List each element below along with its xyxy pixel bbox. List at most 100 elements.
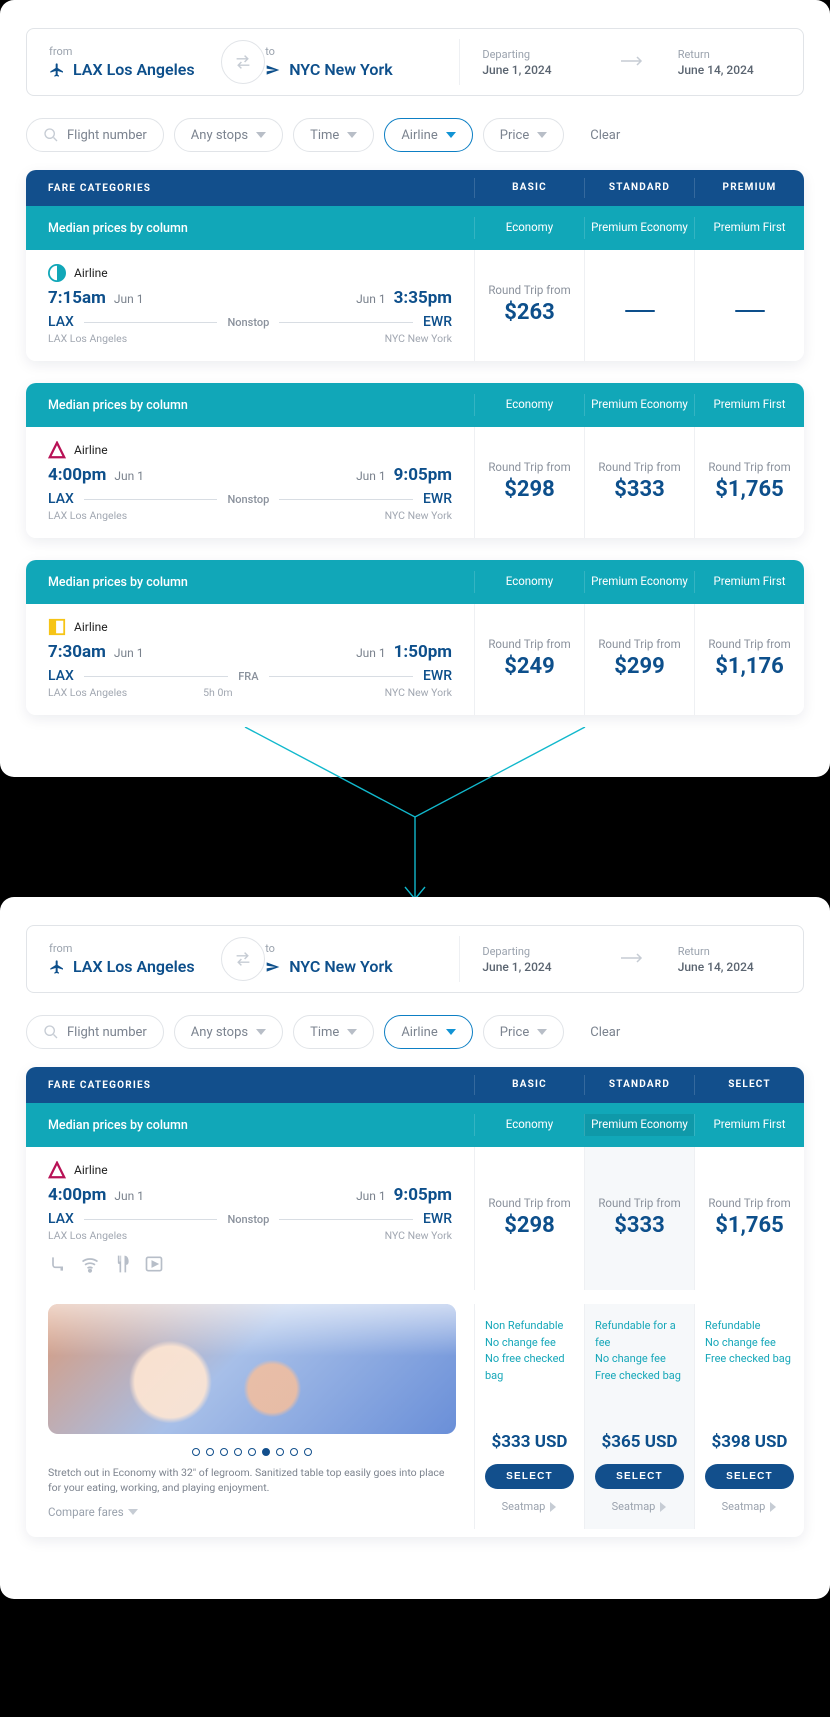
route-row: LAXNonstopEWR — [48, 1211, 452, 1227]
filter-flight-number[interactable]: Flight number — [26, 118, 164, 152]
arr-date: Jun 1 — [356, 292, 386, 306]
seatmap-link[interactable]: Seatmap — [595, 1499, 684, 1516]
feature-line: No change fee — [595, 1351, 684, 1368]
col3-label: Premium First — [694, 571, 804, 593]
from-full: LAX Los Angeles — [48, 686, 127, 699]
carousel-dot[interactable] — [206, 1448, 214, 1456]
carousel-dot[interactable] — [248, 1448, 256, 1456]
arr-time: 9:05pm — [394, 465, 452, 485]
col2-label: Premium Economy — [584, 217, 694, 239]
chevron-down-icon — [537, 130, 547, 140]
return-segment[interactable]: Return June 14, 2024 — [656, 926, 803, 992]
date-arrow-icon — [608, 55, 656, 70]
airline-name: Airline — [74, 443, 108, 457]
filter-any-stops[interactable]: Any stops — [174, 1015, 283, 1049]
col-basic: BASIC — [474, 1075, 584, 1095]
arr-date: Jun 1 — [356, 1189, 386, 1203]
from-full: LAX Los Angeles — [48, 1229, 127, 1242]
filter-price[interactable]: Price — [483, 1015, 564, 1049]
chevron-down-icon — [256, 1027, 266, 1037]
carousel-dots[interactable] — [48, 1448, 456, 1456]
option-price: $365 USD — [595, 1430, 684, 1456]
to-segment[interactable]: to NYC New York — [243, 926, 459, 992]
wifi-icon — [80, 1254, 100, 1274]
chevron-right-icon — [549, 1502, 557, 1512]
from-full: LAX Los Angeles — [48, 509, 127, 522]
fare-option-column: Refundable No change fee Free checked ba… — [694, 1304, 804, 1529]
filter-price[interactable]: Price — [483, 118, 564, 152]
select-button[interactable]: SELECT — [705, 1464, 794, 1489]
carousel-dot[interactable] — [276, 1448, 284, 1456]
search-bar: from LAX Los Angeles to NYC New York Dep… — [26, 925, 804, 993]
filter-any-stops[interactable]: Any stops — [174, 118, 283, 152]
price-cell[interactable]: Round Trip from$333 — [584, 1147, 694, 1290]
price-cell[interactable]: Round Trip from$1,765 — [694, 427, 804, 538]
filter-label: Clear — [590, 128, 620, 143]
filter-label: Clear — [590, 1025, 620, 1040]
filter-clear[interactable]: Clear — [574, 118, 636, 152]
price-cell[interactable] — [694, 250, 804, 361]
fare-option-column: Refundable for a fee No change fee Free … — [584, 1304, 694, 1529]
fare-subhead: Median prices by column Economy Premium … — [26, 206, 804, 250]
from-segment[interactable]: from LAX Los Angeles — [27, 926, 243, 992]
filter-airline[interactable]: Airline — [384, 118, 472, 152]
carousel-dot[interactable] — [220, 1448, 228, 1456]
round-trip-label: Round Trip from — [708, 638, 790, 652]
price-cell[interactable]: Round Trip from$1,765 — [694, 1147, 804, 1290]
route-sub: LAX Los Angeles5h 0mNYC New York — [48, 686, 452, 699]
col-standard: STANDARD — [584, 1075, 694, 1095]
fare-body[interactable]: Airline 4:00pmJun 1 Jun 19:05pm LAXNonst… — [26, 1147, 804, 1290]
fare-body[interactable]: Airline 4:00pmJun 1 Jun 19:05pm LAXNonst… — [26, 427, 804, 538]
price-cell[interactable]: Round Trip from$299 — [584, 604, 694, 715]
compare-fares-link[interactable]: Compare fares — [48, 1505, 456, 1519]
price-value: $1,765 — [715, 477, 784, 503]
to-code: EWR — [423, 491, 452, 507]
price-cell[interactable]: Round Trip from$1,176 — [694, 604, 804, 715]
times-row: 4:00pmJun 1 Jun 19:05pm — [48, 465, 452, 485]
filter-row: Flight number Any stops Time Airline Pri… — [26, 1015, 804, 1049]
carousel-dot[interactable] — [290, 1448, 298, 1456]
round-trip-label: Round Trip from — [598, 461, 680, 475]
chevron-down-icon — [446, 130, 456, 140]
from-full: LAX Los Angeles — [48, 332, 127, 345]
carousel-dot[interactable] — [192, 1448, 200, 1456]
filter-flight-number[interactable]: Flight number — [26, 1015, 164, 1049]
price-cell[interactable]: Round Trip from$298 — [474, 1147, 584, 1290]
filter-time[interactable]: Time — [293, 1015, 374, 1049]
from-segment[interactable]: from LAX Los Angeles — [27, 29, 243, 95]
select-button[interactable]: SELECT — [595, 1464, 684, 1489]
swap-button[interactable] — [221, 937, 265, 981]
seatmap-link[interactable]: Seatmap — [485, 1499, 574, 1516]
price-cell[interactable]: Round Trip from$263 — [474, 250, 584, 361]
fare-body[interactable]: Airline 7:30amJun 1 Jun 11:50pm LAXFRAEW… — [26, 604, 804, 715]
swap-button[interactable] — [221, 40, 265, 84]
from-label: from — [49, 942, 221, 955]
price-cell[interactable]: Round Trip from$249 — [474, 604, 584, 715]
price-cell[interactable]: Round Trip from$333 — [584, 427, 694, 538]
return-segment[interactable]: Return June 14, 2024 — [656, 29, 803, 95]
chevron-down-icon — [537, 1027, 547, 1037]
price-cell[interactable]: Round Trip from$298 — [474, 427, 584, 538]
col2-label: Premium Economy — [584, 571, 694, 593]
no-price-dash — [625, 310, 655, 312]
search-icon — [43, 1024, 59, 1040]
carousel-dot[interactable] — [234, 1448, 242, 1456]
departing-segment[interactable]: Departing June 1, 2024 — [460, 926, 607, 992]
to-code: EWR — [423, 668, 452, 684]
fare-body[interactable]: Airline 7:15amJun 1 Jun 13:35pm LAXNonst… — [26, 250, 804, 361]
filter-airline[interactable]: Airline — [384, 1015, 472, 1049]
to-label: to — [265, 942, 437, 955]
plane-icon — [49, 959, 65, 975]
price-cell[interactable] — [584, 250, 694, 361]
carousel-dot[interactable] — [262, 1448, 270, 1456]
seatmap-link[interactable]: Seatmap — [705, 1499, 794, 1516]
departing-segment[interactable]: Departing June 1, 2024 — [460, 29, 607, 95]
carousel-dot[interactable] — [304, 1448, 312, 1456]
filter-time[interactable]: Time — [293, 118, 374, 152]
fare-card: FARE CATEGORIES BASIC STANDARD PREMIUM M… — [26, 170, 804, 361]
select-button[interactable]: SELECT — [485, 1464, 574, 1489]
to-segment[interactable]: to NYC New York — [243, 29, 459, 95]
filter-clear[interactable]: Clear — [574, 1015, 636, 1049]
stops-label: Nonstop — [227, 1213, 269, 1226]
airline-row: Airline — [48, 264, 452, 282]
